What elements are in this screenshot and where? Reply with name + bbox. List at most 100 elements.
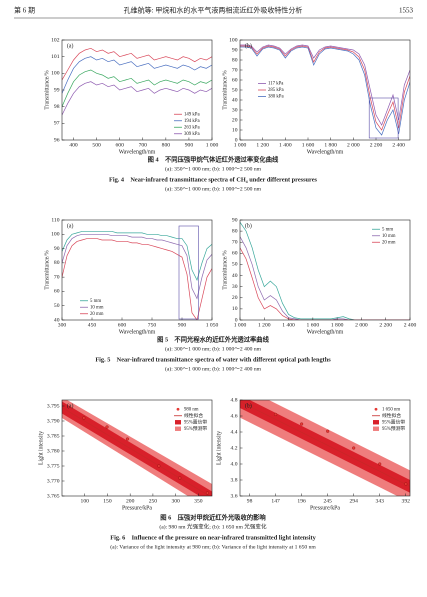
x-axis-label: Wavelength/nm xyxy=(307,329,344,335)
y-tick-label: 60 xyxy=(232,77,238,83)
y-tick-label: 50 xyxy=(54,303,60,309)
y-tick-label: 10 xyxy=(232,127,238,133)
x-tick-label: 1 400 xyxy=(282,322,295,328)
x-tick-label: 150 xyxy=(103,498,112,504)
legend-label: 1 650 nm xyxy=(382,407,400,412)
x-tick-label: 450 xyxy=(88,322,97,328)
x-tick-label: 1 050 xyxy=(206,322,219,328)
caption-cn-sub: (a): 300～1 000 nm; (b): 1 000～2 400 nm xyxy=(165,345,262,352)
x-tick-label: 1 200 xyxy=(258,322,271,328)
caption-en-title: Fig. 5 Near-infrared transmittance spect… xyxy=(95,356,331,363)
x-tick-label: 350 xyxy=(194,498,203,504)
data-point xyxy=(205,491,210,495)
page-number: 1553 xyxy=(399,7,414,15)
x-tick-label: 200 xyxy=(126,498,135,504)
x-tick-label: 147 xyxy=(271,498,280,504)
x-tick-label: 500 xyxy=(92,142,101,148)
caption-en-sub: (a): Variance of the light intensity at … xyxy=(110,543,316,550)
x-tick-label: 900 xyxy=(185,142,194,148)
x-tick-label: 2 400 xyxy=(392,142,405,148)
y-axis-label: Transmittance/% xyxy=(222,70,228,110)
x-tick-label: 900 xyxy=(178,322,187,328)
legend-label: 10 mm xyxy=(382,234,396,239)
data-point xyxy=(82,416,86,420)
series-line xyxy=(62,81,212,116)
y-tick-label: 60 xyxy=(54,289,60,295)
series-line xyxy=(240,247,410,320)
caption-cn-title: 图 4 不同压强甲烷气体近红外透过率变化曲线 xyxy=(148,154,279,163)
axes-frame xyxy=(239,399,411,497)
x-tick-label: 1 600 xyxy=(307,322,320,328)
legend-label: 117 kPa xyxy=(268,82,284,87)
axes-frame xyxy=(239,219,411,321)
series-line xyxy=(62,238,212,320)
y-tick-label: 98 xyxy=(54,104,60,110)
y-tick-label: 3.780 xyxy=(47,448,60,454)
legend-label: 95%置信带 xyxy=(382,418,405,425)
data-point xyxy=(178,476,182,480)
highlight-box xyxy=(368,97,399,139)
y-tick-label: 70 xyxy=(54,274,60,280)
legend-label: 263 kPa xyxy=(184,125,200,130)
y-tick-label: 40 xyxy=(232,97,238,103)
legend-label: 380 kPa xyxy=(268,95,284,100)
y-tick-label: 97 xyxy=(54,121,60,127)
y-tick-label: 3.790 xyxy=(47,418,60,424)
legend-swatch xyxy=(374,407,378,411)
legend-label: 线性拟合 xyxy=(382,412,401,419)
x-tick-label: 300 xyxy=(171,498,180,504)
x-axis-label: Wavelength/nm xyxy=(119,149,156,155)
plot-area xyxy=(240,222,410,320)
series-line xyxy=(62,56,212,94)
y-tick-label: 100 xyxy=(229,37,238,43)
legend-swatch xyxy=(373,420,379,425)
y-axis-label: Transmittance/% xyxy=(44,250,50,290)
legend-swatch xyxy=(176,407,180,411)
y-axis-label: Light intensity xyxy=(38,431,44,465)
axes-frame xyxy=(61,219,213,321)
x-tick-label: 98 xyxy=(247,498,253,504)
caption-en-sub: (a): 350～1 000 nm; (b): 1 000～2 500 nm xyxy=(165,185,262,192)
panel-label: (a) xyxy=(67,42,74,49)
legend-label: 285 kPa xyxy=(268,88,284,93)
x-tick-label: 343 xyxy=(376,498,385,504)
y-tick-label: 3.8 xyxy=(231,477,238,483)
series-line xyxy=(240,236,410,320)
x-tick-label: 392 xyxy=(402,498,411,504)
plot-area xyxy=(240,44,410,136)
x-tick-label: 700 xyxy=(139,142,148,148)
chart: 100 150 200 250 300 350 3.765 3.770 3.775 3.780 3.… xyxy=(38,399,213,511)
x-tick-label: 245 xyxy=(323,498,332,504)
x-tick-label: 100 xyxy=(81,498,90,504)
plot-area xyxy=(240,400,410,496)
x-tick-label: 2 200 xyxy=(370,142,383,148)
panel-label: (a) xyxy=(67,222,74,229)
y-tick-label: 3.6 xyxy=(231,493,238,499)
panel-label: (b) xyxy=(245,42,252,49)
series-line xyxy=(62,47,212,81)
legend-swatch xyxy=(373,426,379,431)
y-tick-label: 50 xyxy=(232,262,238,268)
y-tick-label: 90 xyxy=(232,47,238,53)
axes-frame xyxy=(61,39,213,141)
x-tick-label: 2 200 xyxy=(379,322,392,328)
y-tick-label: 3.765 xyxy=(47,493,60,499)
series-line xyxy=(240,44,410,126)
chart: 400 500 600 700 800 900 1 000 96 97 98 99 100 101 102… xyxy=(44,37,218,155)
x-tick-label: 294 xyxy=(349,498,358,504)
y-tick-label: 4.8 xyxy=(231,397,238,403)
x-axis-label: Pressure/kPa xyxy=(122,505,152,511)
caption-en-title: Fig. 6 Influence of the pressure on near… xyxy=(110,534,316,541)
x-axis-label: Pressure/kPa xyxy=(310,505,340,511)
x-tick-label: 300 xyxy=(58,322,67,328)
data-point xyxy=(352,446,356,450)
x-tick-label: 2 400 xyxy=(404,322,417,328)
legend-label: 10 mm xyxy=(90,305,104,310)
caption-cn-sub: (a): 350～1 000 nm; (b): 1 000～2 500 nm xyxy=(165,165,262,172)
x-tick-label: 400 xyxy=(69,142,78,148)
legend-label: 20 mm xyxy=(382,240,396,245)
panel-label: (b) xyxy=(245,222,252,229)
chart: 300 450 600 750 900 1 050 40 50 60 70 80 90 100 110 Wa… xyxy=(44,217,218,335)
chart: 1 000 1 200 1 400 1 600 1 800 2 000 2 200 2 400… xyxy=(222,217,416,335)
data-point xyxy=(105,425,109,429)
